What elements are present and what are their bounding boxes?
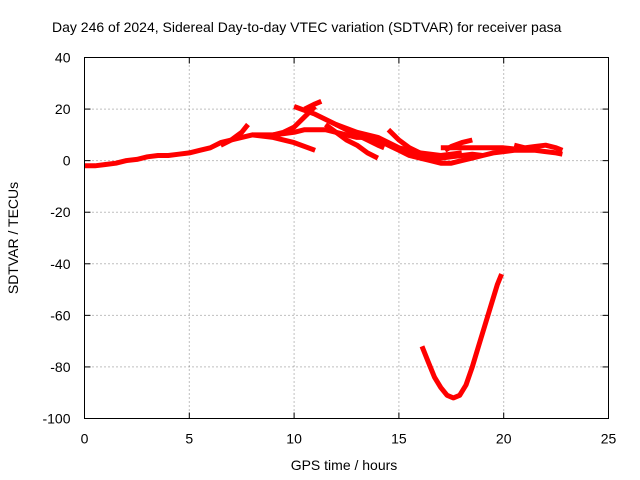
y-tick-label: 20 — [55, 101, 71, 117]
y-axis: -100 -80 -60 -40 -20 0 20 40 — [42, 50, 609, 427]
x-tick-label: 25 — [601, 431, 617, 447]
series-line-arc-6 — [324, 122, 380, 161]
series-line-arc-12 — [408, 148, 484, 161]
series-line-base — [84, 127, 563, 169]
x-tick-label: 5 — [185, 431, 193, 447]
x-tick-label: 15 — [391, 431, 407, 447]
x-axis-title: GPS time / hours — [291, 457, 398, 473]
series-layer — [84, 98, 564, 401]
y-tick-label: -60 — [50, 307, 70, 323]
y-tick-label: 40 — [55, 50, 71, 66]
series-line-arc-11 — [513, 142, 564, 153]
y-axis-title: SDTVAR / TECUs — [5, 182, 21, 294]
series-line-arc-1 — [219, 122, 250, 148]
series-line-arc-5 — [303, 98, 323, 112]
y-tick-label: -100 — [42, 411, 70, 427]
series-line-arc-4 — [293, 104, 463, 158]
y-tick-label: -20 — [50, 204, 70, 220]
y-tick-label: -40 — [50, 256, 70, 272]
series-line-arc-3 — [251, 132, 316, 153]
grid — [84, 57, 609, 419]
y-tick-label: -80 — [50, 359, 70, 375]
x-tick-label: 20 — [496, 431, 512, 447]
series-line-arc-7 — [334, 122, 386, 151]
x-tick-label: 0 — [81, 431, 89, 447]
x-axis: 0 5 10 15 20 25 — [81, 57, 617, 447]
series-line-dip — [419, 273, 504, 401]
chart-title: Day 246 of 2024, Sidereal Day-to-day VTE… — [52, 19, 562, 35]
y-tick-label: 0 — [63, 153, 71, 169]
x-tick-label: 10 — [286, 431, 302, 447]
plot-frame — [84, 57, 609, 419]
series-line-arc-10 — [440, 145, 515, 152]
